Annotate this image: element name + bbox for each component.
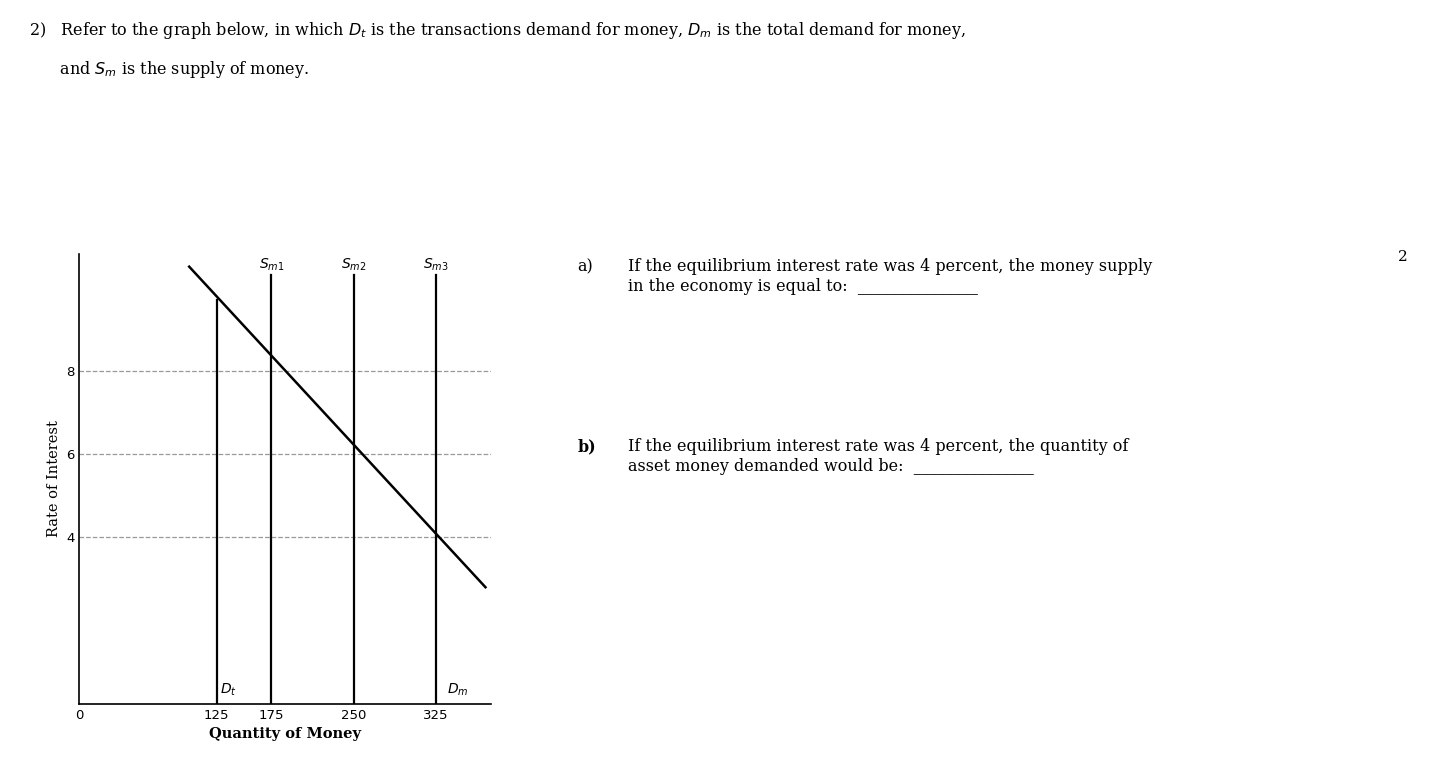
Text: $D_t$: $D_t$	[219, 681, 237, 698]
Text: If the equilibrium interest rate was 4 percent, the quantity of
asset money dema: If the equilibrium interest rate was 4 p…	[628, 438, 1129, 475]
Text: b): b)	[578, 438, 596, 455]
Text: $S_{m1}$: $S_{m1}$	[258, 256, 284, 273]
Text: $S_{m3}$: $S_{m3}$	[423, 256, 449, 273]
Text: If the equilibrium interest rate was 4 percent, the money supply
in the economy : If the equilibrium interest rate was 4 p…	[628, 258, 1152, 295]
Text: 2)   Refer to the graph below, in which $D_t$ is the transactions demand for mon: 2) Refer to the graph below, in which $D…	[29, 20, 966, 41]
Text: a): a)	[578, 258, 593, 275]
Text: $D_m$: $D_m$	[448, 681, 468, 698]
Text: 2: 2	[1398, 250, 1408, 264]
X-axis label: Quantity of Money: Quantity of Money	[209, 727, 361, 741]
Text: $S_{m2}$: $S_{m2}$	[341, 256, 367, 273]
Y-axis label: Rate of Interest: Rate of Interest	[46, 421, 61, 537]
Text: and $S_m$ is the supply of money.: and $S_m$ is the supply of money.	[29, 59, 309, 80]
